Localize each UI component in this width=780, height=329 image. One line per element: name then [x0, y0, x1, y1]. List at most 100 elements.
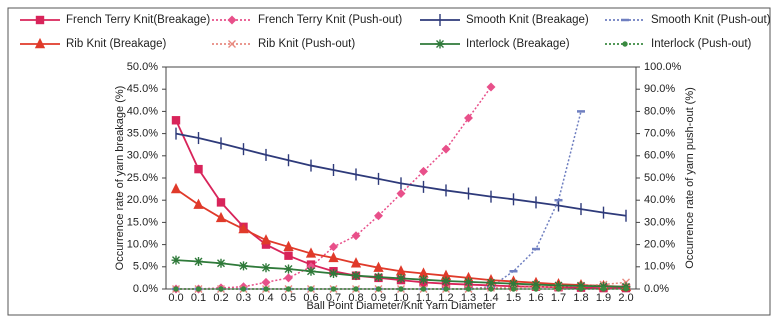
data-point	[441, 276, 451, 286]
data-point	[195, 286, 202, 292]
x-tick-label: 0.8	[348, 292, 363, 304]
data-point	[306, 266, 316, 276]
y-tick-label: 45.0%	[127, 83, 158, 95]
data-point	[263, 286, 269, 292]
data-point	[218, 286, 224, 292]
data-point	[261, 277, 271, 287]
x-axis-label: Ball Point Diameter/Knit Yarn Diameter	[306, 300, 495, 312]
data-point	[509, 279, 518, 289]
data-point	[350, 257, 362, 268]
y2-tick-label: 60.0%	[644, 150, 675, 162]
data-point	[375, 286, 382, 292]
x-tick-label: 1.3	[461, 292, 476, 304]
data-point	[171, 255, 181, 265]
legend-label: Rib Knit (Push-out)	[258, 38, 355, 50]
data-point	[374, 272, 383, 282]
data-point	[578, 286, 584, 292]
data-point	[351, 271, 361, 281]
x-tick-label: 1.7	[551, 292, 566, 304]
x-tick-label: 2.0	[618, 292, 633, 304]
x-tick-label: 0.5	[281, 292, 296, 304]
x-tick-label: 1.9	[596, 292, 611, 304]
data-point	[285, 286, 292, 292]
data-point	[193, 198, 204, 209]
frame	[7, 7, 771, 316]
x-tick-label: 0.0	[168, 292, 183, 304]
x-tick-label: 0.1	[191, 292, 206, 304]
data-point	[464, 277, 473, 287]
legend-label: Interlock (Breakage)	[466, 38, 570, 50]
legend-label: Smooth Knit (Breakage)	[466, 14, 589, 26]
data-point	[373, 261, 384, 272]
y-tick-label: 25.0%	[127, 172, 158, 184]
legend-marker	[622, 41, 628, 47]
data-point	[623, 286, 629, 292]
y2-tick-label: 30.0%	[644, 216, 675, 228]
y2-tick-label: 0.0%	[644, 283, 669, 295]
legend-label: French Terry Knit (Push-out)	[258, 14, 402, 26]
y-tick-label: 30.0%	[127, 150, 158, 162]
data-point	[465, 286, 472, 292]
legend-label: French Terry Knit(Breakage)	[66, 14, 210, 26]
data-point	[171, 116, 181, 125]
y2-tick-label: 40.0%	[644, 194, 675, 206]
x-tick-label: 0.4	[258, 292, 273, 304]
y-tick-label: 20.0%	[127, 194, 158, 206]
y-tick-label: 0.0%	[133, 283, 158, 295]
x-tick-label: 1.1	[416, 292, 431, 304]
x-tick-label: 1.2	[438, 292, 453, 304]
y-tick-label: 15.0%	[127, 216, 158, 228]
data-point	[486, 82, 496, 92]
data-point	[351, 231, 361, 241]
data-point	[330, 286, 337, 292]
data-point	[215, 211, 227, 223]
data-point	[464, 113, 473, 123]
data-point	[238, 222, 249, 234]
data-point	[554, 280, 563, 290]
data-point	[486, 278, 496, 288]
data-point	[194, 164, 203, 174]
legend-marker	[34, 37, 46, 49]
y2-tick-label: 90.0%	[644, 83, 675, 95]
data-point	[328, 251, 339, 263]
data-point	[555, 286, 562, 292]
legend-marker	[227, 15, 237, 25]
data-point	[531, 280, 541, 290]
data-point	[419, 275, 428, 285]
y-tick-label: 5.0%	[133, 261, 158, 273]
data-point	[216, 258, 226, 268]
data-point	[510, 286, 517, 292]
y2-tick-label: 50.0%	[644, 172, 675, 184]
data-point	[170, 183, 182, 194]
x-tick-label: 1.0	[393, 292, 408, 304]
legend-marker	[35, 15, 45, 25]
data-point	[398, 286, 404, 292]
data-point	[283, 240, 294, 252]
y-tick-label: 35.0%	[127, 128, 158, 140]
data-point	[443, 286, 449, 292]
data-point	[240, 286, 247, 292]
data-point	[239, 261, 248, 271]
data-point	[396, 273, 406, 283]
y-tick-label: 40.0%	[127, 105, 158, 117]
legend-label: Interlock (Push-out)	[651, 38, 752, 50]
data-point	[260, 234, 272, 245]
x-tick-label: 0.3	[236, 292, 251, 304]
data-point	[396, 189, 406, 199]
data-point	[441, 144, 451, 154]
legend-marker	[228, 40, 236, 48]
data-point	[261, 263, 271, 273]
data-point	[329, 242, 338, 252]
data-point	[420, 286, 427, 292]
x-tick-label: 1.5	[506, 292, 521, 304]
legend-marker	[435, 39, 445, 49]
data-point	[353, 286, 359, 292]
data-point	[374, 211, 383, 221]
x-tick-label: 0.9	[371, 292, 386, 304]
y-axis-label: Occurrence rate of yarn breakage (%)	[114, 86, 126, 271]
data-point	[284, 273, 293, 283]
data-point	[329, 268, 338, 278]
data-point	[488, 286, 494, 292]
data-point	[305, 247, 317, 258]
